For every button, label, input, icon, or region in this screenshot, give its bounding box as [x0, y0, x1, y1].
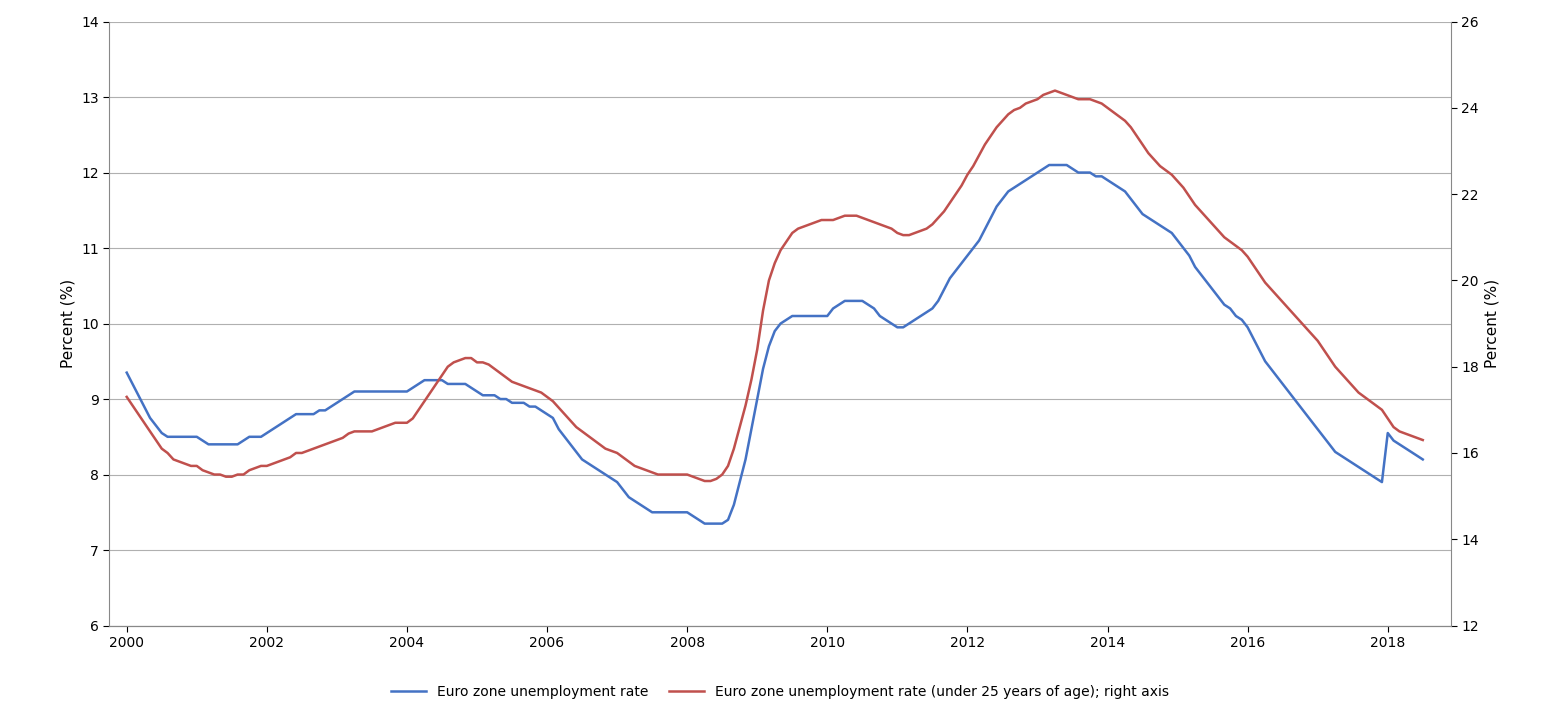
Euro zone unemployment rate (under 25 years of age); right axis: [1045, 86, 1064, 95]
Euro zone unemployment rate (under 25 years of age); right axis: [655, 470, 674, 479]
Euro zone unemployment rate: [117, 368, 136, 377]
Line: Euro zone unemployment rate: Euro zone unemployment rate: [126, 165, 1423, 523]
Euro zone unemployment rate: [404, 383, 423, 392]
Euro zone unemployment rate: [1041, 161, 1059, 170]
Euro zone unemployment rate: [783, 312, 802, 321]
Euro zone unemployment rate (under 25 years of age); right axis: [783, 229, 802, 237]
Y-axis label: Percent (%): Percent (%): [1485, 279, 1499, 368]
Euro zone unemployment rate (under 25 years of age); right axis: [404, 414, 423, 423]
Euro zone unemployment rate: [1413, 455, 1432, 464]
Euro zone unemployment rate: [696, 519, 714, 528]
Euro zone unemployment rate (under 25 years of age); right axis: [1402, 431, 1421, 440]
Y-axis label: Percent (%): Percent (%): [61, 279, 75, 368]
Line: Euro zone unemployment rate (under 25 years of age); right axis: Euro zone unemployment rate (under 25 ye…: [126, 91, 1423, 481]
Euro zone unemployment rate (under 25 years of age); right axis: [713, 470, 732, 479]
Euro zone unemployment rate: [655, 508, 674, 516]
Euro zone unemployment rate: [1402, 447, 1421, 456]
Euro zone unemployment rate (under 25 years of age); right axis: [117, 393, 136, 401]
Euro zone unemployment rate: [713, 519, 732, 528]
Euro zone unemployment rate: [619, 493, 638, 502]
Euro zone unemployment rate (under 25 years of age); right axis: [619, 457, 638, 466]
Legend: Euro zone unemployment rate, Euro zone unemployment rate (under 25 years of age): Euro zone unemployment rate, Euro zone u…: [385, 679, 1175, 705]
Euro zone unemployment rate (under 25 years of age); right axis: [696, 477, 714, 485]
Euro zone unemployment rate (under 25 years of age); right axis: [1413, 436, 1432, 444]
